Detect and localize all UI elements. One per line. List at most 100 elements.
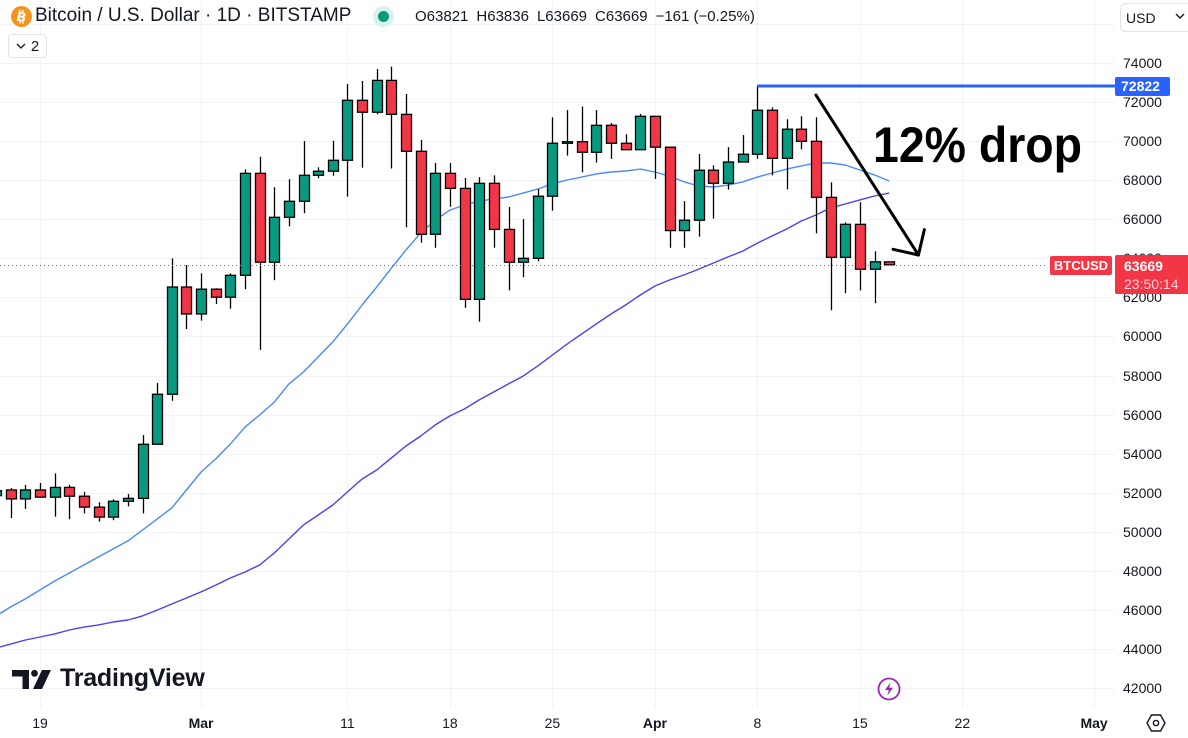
candle[interactable]: [109, 499, 119, 520]
candle[interactable]: [753, 86, 763, 159]
candle-body-up: [563, 142, 573, 144]
candle[interactable]: [446, 163, 456, 207]
candle[interactable]: [534, 189, 544, 261]
candle[interactable]: [885, 262, 895, 265]
indicators-toggle-button[interactable]: 2: [8, 34, 47, 58]
lightning-icon[interactable]: [877, 677, 901, 706]
candle[interactable]: [197, 273, 207, 320]
candle[interactable]: [417, 140, 427, 243]
candle[interactable]: [709, 165, 719, 218]
candle[interactable]: [724, 147, 734, 189]
candle[interactable]: [402, 94, 412, 227]
moving-average-slow-line[interactable]: [0, 193, 889, 648]
candle[interactable]: [622, 134, 632, 149]
candle[interactable]: [592, 110, 602, 163]
candle[interactable]: [139, 435, 149, 513]
candles[interactable]: [0, 67, 895, 522]
candle[interactable]: [212, 288, 222, 304]
candle[interactable]: [21, 485, 31, 509]
candle[interactable]: [475, 177, 485, 322]
candle-body-down: [7, 490, 17, 499]
candle[interactable]: [695, 154, 705, 237]
open-value: 63821: [427, 8, 469, 25]
candle[interactable]: [578, 107, 588, 173]
candle[interactable]: [666, 147, 676, 248]
bitcoin-icon: B: [11, 6, 32, 27]
chevron-down-icon: [1175, 13, 1185, 19]
candle[interactable]: [95, 502, 105, 521]
candle[interactable]: [461, 178, 471, 308]
candle[interactable]: [0, 483, 2, 506]
candle-body-up: [592, 125, 602, 152]
candle[interactable]: [168, 258, 178, 400]
candle[interactable]: [768, 107, 778, 175]
symbol-title[interactable]: Bitcoin / U.S. Dollar · 1D · BITSTAMP: [35, 4, 351, 28]
candle-body-down: [666, 147, 676, 230]
candle[interactable]: [563, 110, 573, 156]
price-axis-label: 70000: [1123, 132, 1162, 150]
candle[interactable]: [373, 69, 383, 114]
ohlc-legend: O63821 H63836 L63669 C63669 −161 (−0.25%…: [415, 7, 755, 27]
candle[interactable]: [300, 141, 310, 213]
candle[interactable]: [519, 219, 529, 277]
candle-body-up: [841, 224, 851, 257]
moving-average-fast-line[interactable]: [0, 163, 889, 616]
candle[interactable]: [80, 492, 90, 513]
candle[interactable]: [387, 67, 397, 169]
price-axis-label: 66000: [1123, 210, 1162, 228]
price-change: −161 (−0.25%): [656, 7, 755, 27]
annotation-text[interactable]: 12% drop: [873, 117, 1082, 173]
candle-body-down: [256, 173, 266, 262]
candle[interactable]: [783, 119, 793, 189]
candle[interactable]: [871, 251, 881, 303]
candle-body-up: [373, 80, 383, 112]
last-price: 63669: [1124, 257, 1163, 275]
market-open-dot-icon[interactable]: [373, 6, 394, 27]
candle-body-up: [783, 129, 793, 158]
candle[interactable]: [124, 494, 134, 506]
candle-body-up: [314, 171, 324, 175]
candle[interactable]: [226, 273, 236, 308]
svg-text:B: B: [15, 10, 28, 27]
candle[interactable]: [651, 116, 661, 179]
candle[interactable]: [856, 202, 866, 290]
candle[interactable]: [827, 182, 837, 310]
currency-select[interactable]: USD: [1120, 3, 1188, 32]
candle[interactable]: [607, 123, 617, 159]
candle[interactable]: [797, 116, 807, 149]
candle[interactable]: [636, 114, 646, 150]
candle[interactable]: [490, 175, 500, 247]
candle[interactable]: [841, 222, 851, 293]
candle-body-up: [21, 490, 31, 499]
time-axis-label: Apr: [643, 714, 667, 732]
settings-icon[interactable]: [1146, 713, 1166, 738]
candle[interactable]: [739, 135, 749, 162]
candle[interactable]: [256, 157, 266, 350]
tradingview-logo[interactable]: TradingView: [12, 664, 205, 693]
candle[interactable]: [7, 488, 17, 518]
candle[interactable]: [65, 485, 75, 519]
candle[interactable]: [270, 187, 280, 280]
ohlc-low: L63669: [537, 7, 587, 27]
candle[interactable]: [680, 201, 690, 248]
candle[interactable]: [314, 167, 324, 178]
low-value: 63669: [545, 8, 587, 25]
time-axis-label: May: [1080, 714, 1107, 732]
price-axis-label: 60000: [1123, 327, 1162, 345]
candle-body-up: [109, 501, 119, 517]
candle[interactable]: [343, 84, 353, 197]
candle-body-up: [241, 173, 251, 275]
candle[interactable]: [153, 383, 163, 445]
price-axis-label: 48000: [1123, 562, 1162, 580]
candle[interactable]: [182, 265, 192, 329]
candle[interactable]: [36, 483, 46, 498]
candle[interactable]: [548, 117, 558, 210]
candle-body-up: [431, 173, 441, 234]
candle[interactable]: [51, 473, 61, 516]
candle[interactable]: [431, 163, 441, 248]
candle[interactable]: [329, 141, 339, 176]
candle[interactable]: [358, 81, 368, 168]
candle[interactable]: [241, 169, 251, 289]
chart-plot-area[interactable]: 12% drop: [0, 0, 1115, 708]
